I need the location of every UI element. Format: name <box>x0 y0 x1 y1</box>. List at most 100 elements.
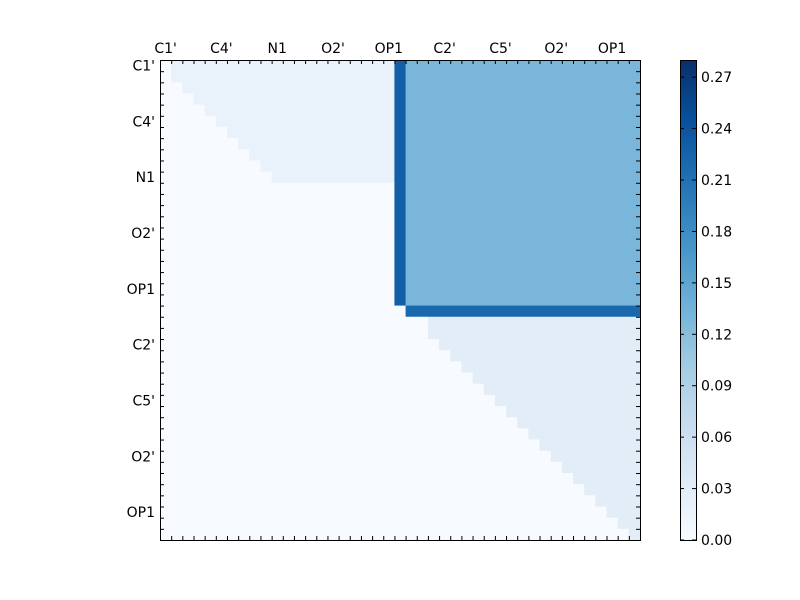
heatmap-cell <box>293 461 306 474</box>
heatmap-cell <box>405 115 418 128</box>
heatmap-cell <box>550 238 563 251</box>
heatmap-cell <box>483 361 496 373</box>
heatmap-cell <box>405 82 418 94</box>
heatmap-cell <box>215 149 228 161</box>
heatmap-cell <box>573 383 585 396</box>
heatmap-cell <box>405 484 418 496</box>
heatmap-cell <box>405 193 418 206</box>
x-tick-label: C2' <box>433 41 456 57</box>
heatmap-cell <box>628 473 641 485</box>
heatmap-cell <box>561 406 574 418</box>
heatmap-cell <box>573 182 585 195</box>
heatmap-cell <box>628 517 641 530</box>
heatmap-cell <box>238 506 250 519</box>
heatmap-cell <box>539 71 552 83</box>
heatmap-cell <box>450 473 462 485</box>
heatmap-cell <box>293 417 306 429</box>
heatmap-cell <box>171 439 183 452</box>
heatmap-cell <box>293 517 306 530</box>
heatmap-cell <box>606 439 619 452</box>
heatmap-cell <box>584 71 596 83</box>
heatmap-cell <box>606 115 619 128</box>
heatmap-cell <box>539 327 552 340</box>
heatmap-cell <box>450 506 462 519</box>
heatmap-cell <box>450 450 462 463</box>
heatmap-cell <box>204 305 217 318</box>
heatmap-cell <box>595 473 607 485</box>
heatmap-cell <box>293 327 306 340</box>
heatmap-cell <box>517 272 529 284</box>
heatmap-cell <box>550 327 563 340</box>
heatmap-cell <box>182 104 194 117</box>
heatmap-cell <box>171 115 183 128</box>
heatmap-cell <box>305 528 317 541</box>
heatmap-cell <box>595 350 607 362</box>
heatmap-cell <box>226 115 239 128</box>
heatmap-cell <box>204 495 217 507</box>
heatmap-cell <box>584 104 596 117</box>
heatmap-cell <box>617 160 630 173</box>
heatmap-cell <box>528 104 540 117</box>
heatmap-cell <box>539 372 552 385</box>
heatmap-cell <box>506 506 518 519</box>
heatmap-cell <box>450 82 462 94</box>
heatmap-cell <box>360 260 373 273</box>
heatmap-cell <box>628 82 641 94</box>
heatmap-cell <box>550 294 563 306</box>
heatmap-cell <box>226 450 239 463</box>
heatmap-cell <box>204 383 217 396</box>
heatmap-cell <box>160 305 172 318</box>
heatmap-cell <box>550 115 563 128</box>
heatmap-cell <box>494 473 507 485</box>
heatmap-cell <box>584 205 596 217</box>
heatmap-cell <box>383 160 395 173</box>
heatmap-cell <box>260 495 273 507</box>
heatmap-cell <box>293 283 306 295</box>
heatmap-cell <box>584 260 596 273</box>
heatmap-cell <box>327 160 340 173</box>
heatmap-cell <box>483 71 496 83</box>
heatmap-cell <box>595 283 607 295</box>
heatmap-cell <box>427 104 440 117</box>
heatmap-cell <box>171 149 183 161</box>
heatmap-cell <box>349 406 362 418</box>
heatmap-cell <box>483 294 496 306</box>
heatmap-cell <box>550 484 563 496</box>
heatmap-cell <box>338 227 351 240</box>
heatmap-cell <box>595 193 607 206</box>
heatmap-cell <box>193 428 206 440</box>
heatmap-cell <box>494 104 507 117</box>
heatmap-cell <box>416 473 429 485</box>
heatmap-cell <box>439 71 451 83</box>
heatmap-cell <box>584 506 596 519</box>
heatmap-cell <box>282 82 295 94</box>
heatmap-cell <box>405 417 418 429</box>
heatmap-cell <box>193 372 206 385</box>
heatmap-cell <box>260 327 273 340</box>
heatmap-cell <box>249 461 261 474</box>
heatmap-cell <box>293 71 306 83</box>
heatmap-cell <box>193 160 206 173</box>
heatmap-cell <box>215 450 228 463</box>
heatmap-cell <box>193 339 206 351</box>
heatmap-cell <box>271 417 284 429</box>
heatmap-cell <box>372 528 384 541</box>
heatmap-cell <box>282 339 295 351</box>
heatmap-cell <box>550 439 563 452</box>
heatmap-cell <box>427 394 440 407</box>
heatmap-cell <box>506 227 518 240</box>
heatmap-cell <box>383 238 395 251</box>
heatmap-cell <box>193 104 206 117</box>
heatmap-cell <box>271 394 284 407</box>
colorbar-tick-label: 0.21 <box>701 173 732 189</box>
heatmap-cell <box>472 216 485 228</box>
heatmap-cell <box>305 439 317 452</box>
heatmap-cell <box>617 171 630 184</box>
heatmap-cell <box>595 517 607 530</box>
heatmap-cell <box>416 126 429 139</box>
heatmap-cell <box>271 517 284 530</box>
heatmap-cell <box>606 339 619 351</box>
heatmap-cell <box>461 82 473 94</box>
heatmap-cell <box>160 260 172 273</box>
heatmap-cell <box>584 82 596 94</box>
